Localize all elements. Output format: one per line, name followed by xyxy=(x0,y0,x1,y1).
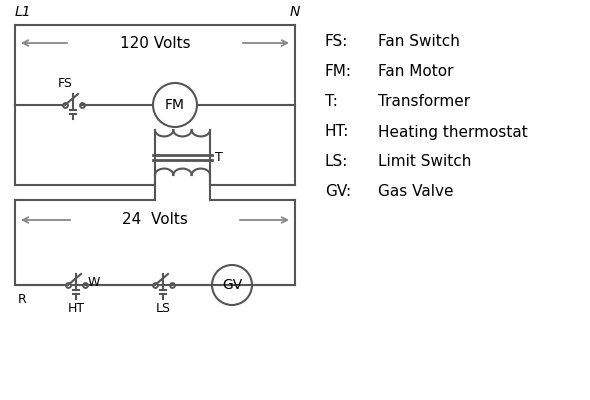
Text: Gas Valve: Gas Valve xyxy=(378,184,454,200)
Text: T:: T: xyxy=(325,94,338,110)
Text: 120 Volts: 120 Volts xyxy=(120,36,191,50)
Text: GV:: GV: xyxy=(325,184,351,200)
Text: Fan Switch: Fan Switch xyxy=(378,34,460,50)
Text: T: T xyxy=(215,151,223,164)
Text: FM: FM xyxy=(165,98,185,112)
Text: Limit Switch: Limit Switch xyxy=(378,154,471,170)
Text: FM:: FM: xyxy=(325,64,352,80)
Text: GV: GV xyxy=(222,278,242,292)
Text: Transformer: Transformer xyxy=(378,94,470,110)
Text: N: N xyxy=(290,5,300,19)
Text: R: R xyxy=(18,293,27,306)
Text: L1: L1 xyxy=(15,5,32,19)
Text: FS: FS xyxy=(58,77,73,90)
Text: HT: HT xyxy=(67,302,84,315)
Text: Heating thermostat: Heating thermostat xyxy=(378,124,527,140)
Text: W: W xyxy=(88,276,100,290)
Text: FS:: FS: xyxy=(325,34,348,50)
Text: LS: LS xyxy=(156,302,171,315)
Text: 24  Volts: 24 Volts xyxy=(122,212,188,228)
Text: HT:: HT: xyxy=(325,124,349,140)
Text: LS:: LS: xyxy=(325,154,348,170)
Text: Fan Motor: Fan Motor xyxy=(378,64,454,80)
